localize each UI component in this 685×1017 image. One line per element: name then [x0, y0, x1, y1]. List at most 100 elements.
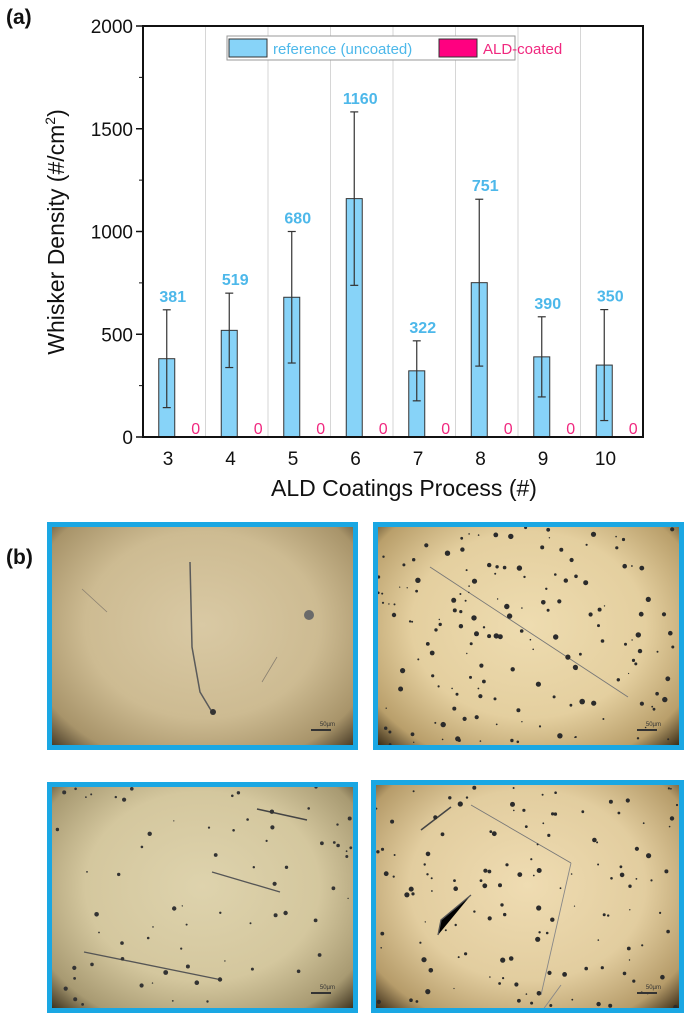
particle	[607, 914, 610, 917]
particle	[667, 787, 670, 790]
value-label-reference: 390	[534, 296, 561, 313]
particle	[474, 715, 479, 720]
particle	[426, 873, 429, 876]
particle	[424, 921, 426, 923]
particle	[429, 650, 435, 656]
particle	[185, 964, 190, 969]
particle	[151, 982, 154, 984]
particle	[265, 839, 268, 842]
particle	[468, 533, 470, 535]
particle	[503, 912, 507, 917]
particle	[98, 931, 100, 934]
particle	[479, 663, 484, 668]
particle	[662, 696, 668, 703]
particle	[130, 787, 134, 791]
x-axis: 3 4 5 6 7 8 9 10	[143, 436, 643, 470]
value-label-ald: 0	[566, 421, 575, 438]
particle	[472, 785, 477, 790]
value-label-ald: 0	[629, 421, 638, 438]
particle	[466, 652, 468, 655]
particle	[562, 972, 567, 977]
particle	[656, 650, 659, 653]
particle	[547, 970, 552, 975]
particle	[616, 678, 620, 682]
value-label-ald: 0	[191, 421, 200, 438]
particle	[232, 829, 235, 832]
particle	[493, 633, 499, 639]
particle	[608, 799, 613, 804]
particle	[579, 698, 585, 705]
particle	[597, 607, 602, 612]
particle	[349, 846, 353, 850]
particle	[660, 974, 665, 980]
particle	[522, 808, 526, 812]
particle	[404, 892, 410, 898]
particle	[540, 545, 545, 550]
particle	[552, 695, 556, 699]
particle	[628, 672, 630, 675]
particle	[431, 674, 435, 678]
particle	[269, 809, 275, 814]
particle	[437, 685, 440, 688]
particle	[231, 794, 234, 798]
particle	[307, 807, 310, 810]
particle	[651, 705, 654, 708]
particle	[438, 618, 440, 621]
particle	[380, 947, 382, 949]
particle	[664, 869, 669, 874]
particle	[517, 872, 523, 877]
x-tick-label: 4	[225, 449, 236, 470]
particle	[514, 982, 519, 987]
particle	[530, 1001, 534, 1005]
particle	[572, 664, 578, 670]
particle	[458, 624, 464, 629]
particle	[479, 879, 483, 882]
particle	[622, 971, 627, 976]
particle	[597, 863, 600, 866]
particle	[249, 922, 252, 925]
x-tick-label: 10	[595, 449, 616, 470]
particle	[642, 822, 645, 825]
x-tick-label: 8	[475, 449, 486, 470]
particle	[272, 881, 277, 886]
particle	[666, 929, 670, 934]
particle	[590, 531, 597, 537]
particle	[504, 603, 510, 610]
scale-bar-label: 50µm	[319, 985, 335, 991]
particle	[296, 969, 301, 974]
particle	[81, 1003, 84, 1006]
particle	[74, 787, 77, 791]
particle	[600, 966, 604, 970]
particle	[430, 877, 433, 880]
particle	[482, 626, 486, 629]
particle	[670, 787, 672, 790]
particle	[634, 662, 638, 666]
particle	[629, 909, 631, 911]
particle	[172, 906, 177, 911]
particle	[406, 587, 408, 589]
particle	[171, 1000, 174, 1002]
particle	[494, 572, 497, 575]
particle	[631, 639, 633, 641]
particle	[382, 555, 385, 558]
particle	[273, 913, 278, 918]
particle	[206, 1000, 209, 1003]
particle	[659, 911, 662, 914]
particle	[120, 957, 125, 961]
x-tick-label: 5	[288, 449, 299, 470]
particle	[388, 743, 392, 745]
particle	[376, 999, 381, 1004]
particle	[635, 632, 641, 638]
value-label-reference: 680	[284, 211, 311, 228]
particle	[495, 723, 498, 726]
particle	[384, 726, 388, 730]
particle	[521, 607, 523, 609]
particle	[73, 997, 78, 1002]
particle	[378, 591, 380, 595]
particle	[546, 527, 551, 532]
particle	[408, 620, 412, 623]
particle	[478, 694, 483, 699]
value-label-reference: 1160	[343, 91, 378, 108]
particle	[538, 931, 541, 934]
particle	[482, 679, 486, 684]
